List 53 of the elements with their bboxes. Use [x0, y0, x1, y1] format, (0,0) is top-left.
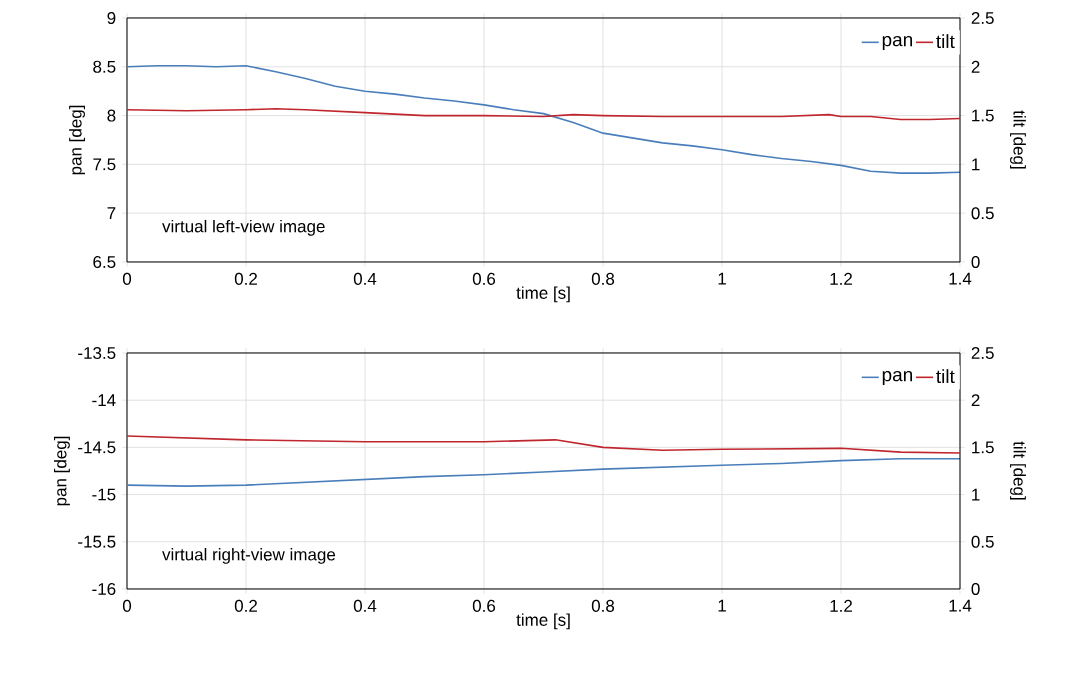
x-tick-label: 0 [122, 272, 132, 285]
y2-tick-label: 2 [971, 394, 980, 407]
x-tick-label: 0.6 [472, 599, 496, 612]
legend-label: tilt [936, 369, 955, 384]
y-axis-title: pan [deg] [69, 105, 85, 175]
annotation: virtual right-view image [162, 548, 336, 564]
y-tick-label: 9 [107, 11, 116, 25]
y-tick-label: 8.5 [93, 60, 116, 73]
y-tick-label: -16 [92, 582, 116, 596]
y-axis-title: pan [deg] [54, 436, 70, 506]
y2-axis-title: tilt [deg] [1010, 110, 1026, 169]
x-tick-label: 0.6 [472, 272, 496, 285]
legend-label: tilt [936, 34, 955, 49]
y2-axis-title: tilt [deg] [1010, 441, 1026, 500]
x-tick-label: 0 [122, 599, 132, 612]
x-tick-label: 0.8 [591, 272, 615, 285]
x-tick-label: 1.4 [949, 272, 972, 285]
x-tick-label: 0.2 [234, 599, 257, 612]
y2-tick-label: 2 [971, 60, 980, 73]
x-tick-label: 0.4 [353, 272, 377, 285]
y2-tick-label: 1 [972, 158, 980, 171]
y2-tick-label: 0.5 [971, 535, 994, 548]
x-tick-label: 0.2 [234, 272, 257, 285]
y-tick-label: 6.5 [93, 255, 116, 269]
x-tick-label: 1 [718, 272, 726, 285]
legend-label: pan [882, 35, 912, 51]
y-tick-label: 7.5 [93, 158, 116, 171]
y2-tick-label: 2.5 [971, 11, 994, 25]
y-tick-label: 8 [107, 109, 116, 122]
y2-tick-label: 2.5 [971, 346, 994, 360]
y2-tick-label: 1.5 [972, 441, 994, 454]
y-tick-label: -13.5 [78, 346, 116, 360]
x-tick-label: 0.8 [591, 599, 615, 612]
y-tick-label: 7 [107, 207, 116, 220]
y2-tick-label: 0 [971, 255, 980, 269]
y-tick-label: -14.5 [78, 441, 116, 454]
y-tick-label: -14 [92, 394, 116, 407]
x-tick-label: 1.4 [949, 599, 972, 612]
annotation: virtual left-view image [162, 219, 325, 236]
x-tick-label: 1.2 [830, 599, 852, 612]
x-axis-title: time [s] [516, 286, 570, 303]
y2-tick-label: 1 [972, 488, 980, 501]
y2-tick-label: 0.5 [971, 207, 994, 220]
x-tick-label: 1.2 [830, 272, 852, 285]
x-tick-label: 0.4 [353, 599, 377, 612]
y2-tick-label: 1.5 [972, 109, 994, 122]
line-series [127, 435, 961, 454]
y-tick-label: -15 [92, 488, 116, 501]
y2-tick-label: 0 [971, 582, 980, 596]
y-tick-label: -15.5 [78, 535, 116, 548]
x-tick-label: 1 [718, 599, 726, 612]
legend-label: pan [882, 370, 912, 386]
x-axis-title: time [s] [516, 613, 570, 630]
